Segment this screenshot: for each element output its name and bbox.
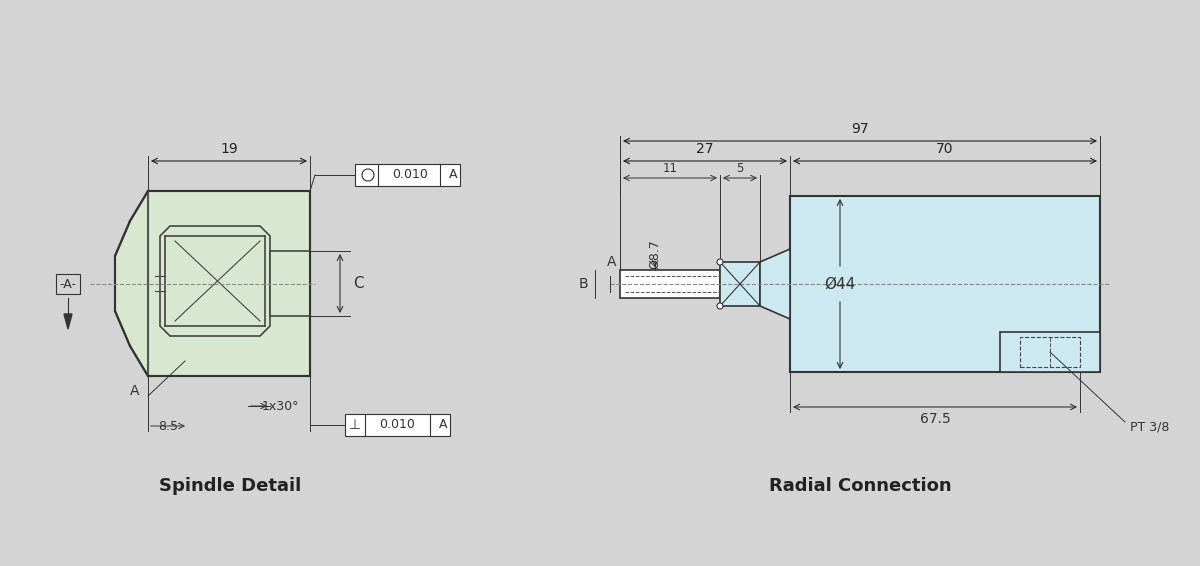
Text: B: B: [578, 277, 588, 291]
Text: A: A: [131, 384, 139, 398]
Text: 70: 70: [936, 142, 954, 156]
Polygon shape: [64, 314, 72, 329]
Polygon shape: [270, 251, 310, 316]
Text: 27: 27: [696, 142, 714, 156]
Text: 0.010: 0.010: [379, 418, 415, 431]
Text: -A-: -A-: [60, 277, 77, 290]
Bar: [620, 270, 720, 298]
Circle shape: [718, 303, 722, 309]
Text: A: A: [439, 418, 448, 431]
Bar: [720, 262, 760, 306]
Polygon shape: [1000, 332, 1100, 372]
Circle shape: [718, 259, 722, 265]
Text: C: C: [353, 276, 364, 291]
Bar: [1020, 337, 1080, 367]
Text: 19: 19: [220, 142, 238, 156]
Text: Radial Connection: Radial Connection: [769, 477, 952, 495]
Text: 67.5: 67.5: [919, 412, 950, 426]
Text: A: A: [449, 169, 457, 182]
Text: ⊥: ⊥: [349, 418, 361, 432]
Text: 1x30°: 1x30°: [262, 400, 299, 413]
Text: PT 3/8: PT 3/8: [1130, 421, 1169, 434]
Text: 8.5: 8.5: [158, 419, 178, 432]
Bar: [790, 196, 1100, 372]
Polygon shape: [160, 226, 270, 336]
Circle shape: [362, 169, 374, 181]
Text: Ø8.7: Ø8.7: [648, 239, 661, 269]
Text: Ø44: Ø44: [824, 277, 856, 291]
Polygon shape: [115, 191, 148, 376]
FancyBboxPatch shape: [355, 164, 460, 186]
Text: 97: 97: [851, 122, 869, 136]
Polygon shape: [760, 249, 790, 319]
Text: 0.010: 0.010: [392, 169, 428, 182]
Text: A: A: [607, 255, 617, 269]
FancyBboxPatch shape: [346, 414, 450, 436]
Polygon shape: [148, 191, 310, 376]
Text: 5: 5: [737, 161, 744, 174]
Text: Spindle Detail: Spindle Detail: [158, 477, 301, 495]
Text: 11: 11: [662, 161, 678, 174]
